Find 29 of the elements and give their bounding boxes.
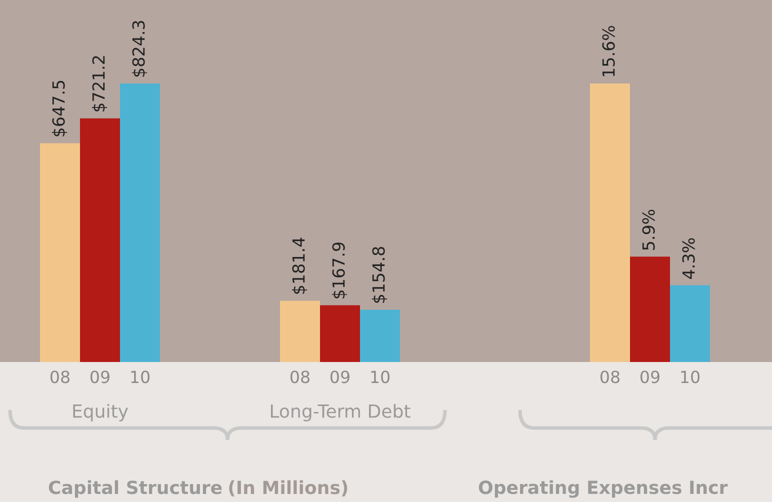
data-label: $647.5 (52, 80, 68, 136)
series-label: 10 (681, 370, 700, 384)
text: 09 (330, 370, 350, 384)
data-label: 5.9% (642, 210, 655, 250)
bar (360, 310, 400, 362)
text: (In Millions) (229, 480, 348, 496)
bar (120, 84, 160, 362)
data-label: $167.9 (332, 242, 348, 298)
text: Operating Expenses Incr (478, 480, 728, 498)
data-label: $824.3 (132, 20, 148, 77)
series-label: 09 (90, 370, 110, 384)
data-label: 15.6% (602, 26, 615, 76)
bar (280, 300, 320, 362)
text: 10 (371, 370, 390, 384)
series-label: 08 (50, 370, 70, 384)
x-tick-label: Long-Term Debt (270, 404, 410, 422)
text: 08 (290, 370, 310, 384)
data-label: $181.4 (292, 238, 308, 294)
data-label: 4.3% (682, 238, 695, 279)
bar (40, 143, 80, 362)
bar (320, 305, 360, 362)
data-label: $154.8 (372, 246, 388, 303)
data-label: $721.2 (92, 56, 108, 112)
bar (80, 118, 120, 362)
series-label: 10 (131, 370, 150, 384)
x-tick-label: Equity (73, 404, 128, 422)
text: Capital Structure (48, 480, 222, 498)
series-label: 09 (640, 370, 660, 384)
series-label: 08 (600, 370, 620, 384)
